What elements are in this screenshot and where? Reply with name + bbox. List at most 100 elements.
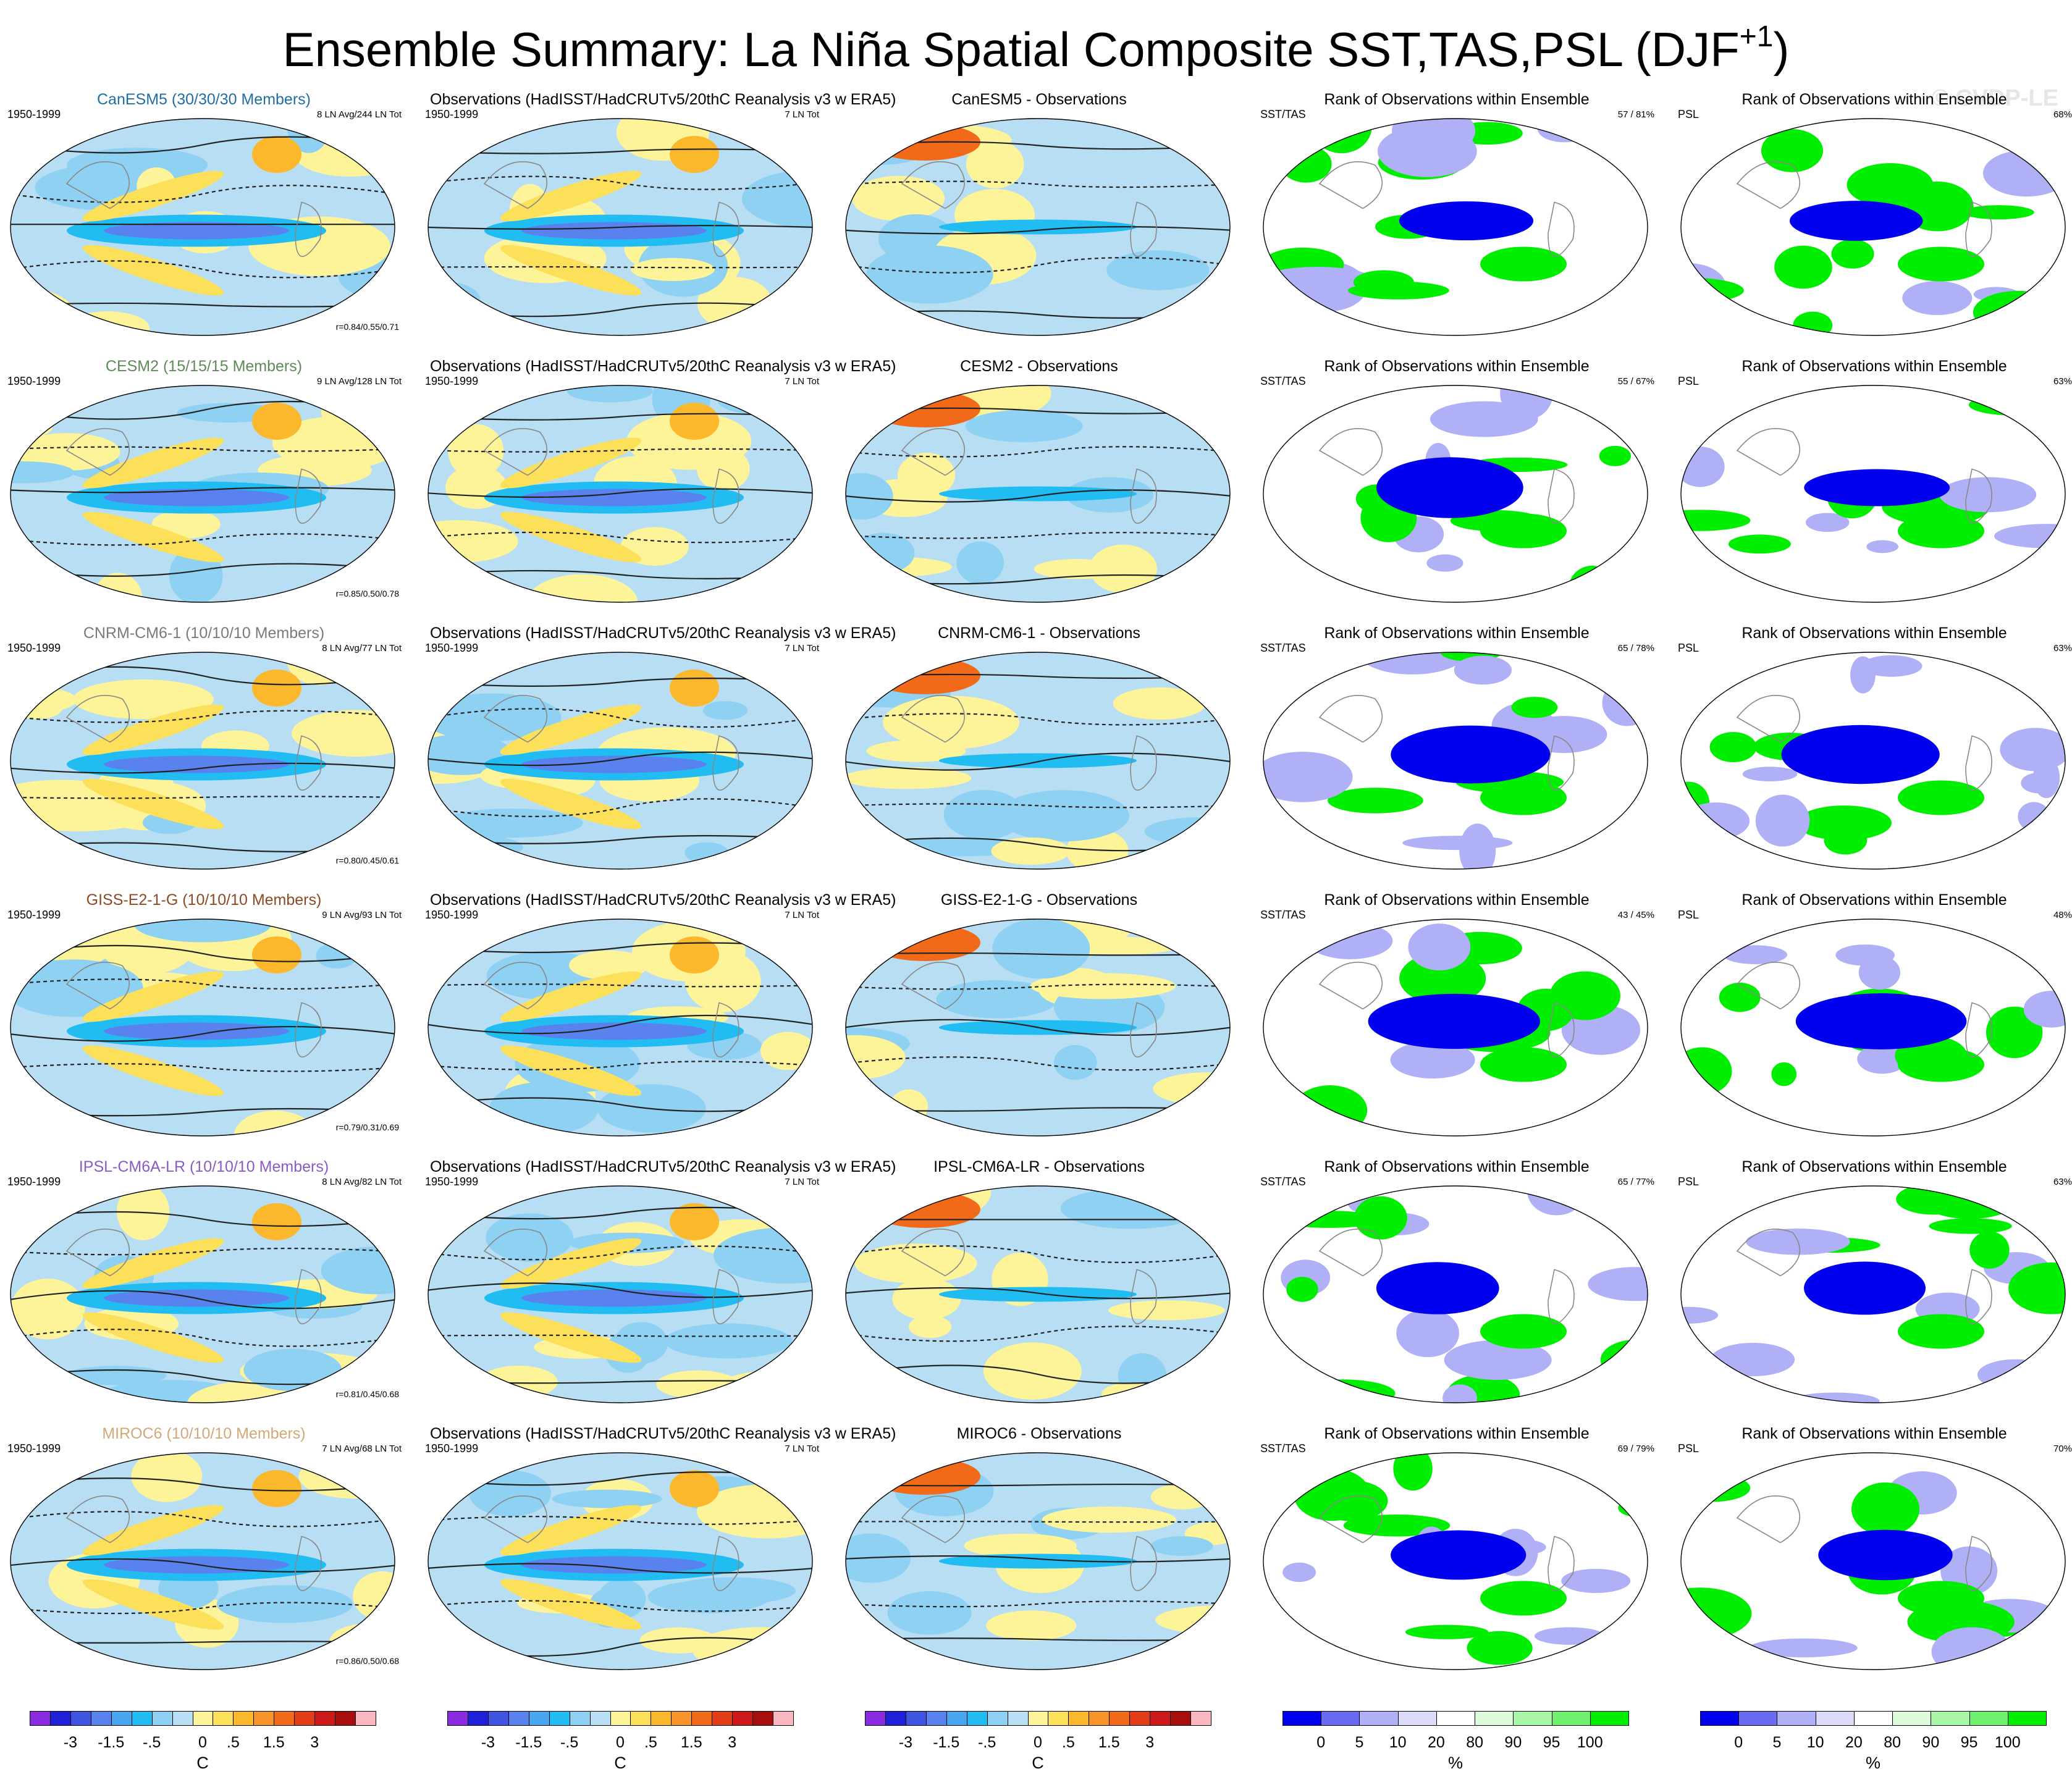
psl-contour bbox=[846, 1483, 1230, 1487]
panel-r5-c4: Rank of Observations within Ensemble PSL 7… bbox=[1670, 1406, 2072, 1673]
map-svg bbox=[1263, 1452, 1648, 1670]
panel-title: Rank of Observations within Ensemble bbox=[1741, 891, 2007, 909]
coastline bbox=[1736, 694, 1992, 791]
rank-patch bbox=[1709, 732, 1757, 762]
panel-title: IPSL-CM6A-LR (10/10/10 Members) bbox=[78, 1158, 329, 1175]
rank-patch bbox=[1986, 1006, 2043, 1059]
anomaly-patch bbox=[1034, 558, 1121, 579]
colorbar-tick-label: 95 bbox=[1543, 1734, 1560, 1751]
map-outline bbox=[1263, 1185, 1648, 1403]
anomaly-patch bbox=[1106, 250, 1210, 290]
warm-arm-north bbox=[500, 704, 642, 755]
panel-label-right: 7 LN Tot bbox=[785, 910, 819, 920]
colorbar-swatch bbox=[335, 1711, 356, 1726]
map-outline bbox=[10, 385, 395, 603]
warm-patch bbox=[252, 1470, 301, 1507]
map-field bbox=[1263, 919, 1648, 1136]
panel-label-left: 1950-1999 bbox=[425, 1175, 479, 1188]
colorbar-tick-label: 3 bbox=[310, 1734, 319, 1751]
colorbar-swatch bbox=[966, 1711, 988, 1726]
colorbar-swatch bbox=[885, 1711, 906, 1726]
colorbar-swatch bbox=[671, 1711, 693, 1726]
panel-title: Observations (HadISST/HadCRUTv5/20thC Re… bbox=[430, 91, 896, 108]
rank-patch bbox=[1681, 510, 1751, 531]
rank-patch-low bbox=[1804, 1261, 1926, 1315]
colorbar-swatch bbox=[987, 1711, 1008, 1726]
colorbar-swatch bbox=[1089, 1711, 1110, 1726]
map-svg bbox=[1263, 1185, 1648, 1403]
colorbar-swatch bbox=[589, 1711, 611, 1726]
coastline bbox=[65, 1495, 322, 1591]
colorbar-tick-label: -3 bbox=[63, 1734, 77, 1751]
map-outline bbox=[1680, 385, 2066, 603]
panel-label-left: PSL bbox=[1678, 642, 1699, 654]
panel-label-right: 7 LN Tot bbox=[785, 1177, 819, 1187]
cold-tongue-core bbox=[521, 222, 707, 240]
anomaly-patch bbox=[11, 1278, 85, 1340]
map-svg bbox=[1680, 385, 2066, 603]
map-svg bbox=[1263, 118, 1648, 336]
anomaly-patch bbox=[956, 541, 1004, 584]
colorbar-swatch bbox=[355, 1711, 376, 1726]
anomaly-patch bbox=[943, 789, 1025, 840]
anomaly-patch bbox=[986, 1610, 1077, 1641]
panel-r4-c4: Rank of Observations within Ensemble PSL 6… bbox=[1670, 1139, 2072, 1406]
colorbar-tick-label: -1.5 bbox=[933, 1734, 960, 1751]
colorbar-swatch bbox=[1815, 1711, 1855, 1726]
coastline bbox=[483, 427, 739, 524]
rank-patch bbox=[1408, 923, 1471, 971]
figure-title-close: ) bbox=[1773, 22, 1790, 77]
psl-contour bbox=[428, 983, 812, 988]
panel-label-left: 1950-1999 bbox=[7, 1175, 61, 1188]
cold-tongue-core bbox=[521, 1022, 707, 1040]
psl-contour bbox=[846, 983, 1230, 990]
panel-label-right: 63% bbox=[2053, 1177, 2072, 1187]
colorbar-swatch bbox=[946, 1711, 967, 1726]
map-svg bbox=[845, 1185, 1231, 1403]
psl-contour bbox=[428, 1563, 812, 1574]
coastline bbox=[65, 427, 322, 524]
psl-contour bbox=[846, 713, 1230, 726]
rank-patch bbox=[1328, 788, 1423, 813]
colorbar-tick-label: 0 bbox=[1734, 1734, 1743, 1751]
colorbar-swatch bbox=[773, 1711, 794, 1726]
rank-patch bbox=[1446, 1374, 1520, 1403]
psl-contour bbox=[428, 1334, 812, 1337]
psl-contour bbox=[11, 944, 395, 962]
psl-contour bbox=[428, 1282, 812, 1298]
map-svg bbox=[1680, 918, 2066, 1137]
panel-title: Rank of Observations within Ensemble bbox=[1741, 91, 2007, 108]
panel-r0-c1: Observations (HadISST/HadCRUTv5/20thC Re… bbox=[418, 72, 896, 338]
rank-patch-high bbox=[1898, 1581, 1984, 1616]
rank-patch-low bbox=[1795, 993, 1967, 1049]
psl-contour bbox=[428, 1600, 812, 1612]
colorbar-swatch bbox=[1475, 1711, 1514, 1726]
colorbar-swatch bbox=[905, 1711, 927, 1726]
panel-title: Rank of Observations within Ensemble bbox=[1741, 624, 2007, 642]
rank-patch bbox=[1774, 245, 1832, 289]
colorbar-swatch bbox=[752, 1711, 774, 1726]
map-outline bbox=[10, 1185, 395, 1403]
anomaly-patch bbox=[713, 1227, 812, 1284]
colorbar-swatch bbox=[528, 1711, 550, 1726]
rank-patch bbox=[1682, 802, 1750, 840]
psl-contour bbox=[11, 978, 395, 990]
colorbar-tick-label: 90 bbox=[1922, 1734, 1940, 1751]
rank-patch bbox=[1755, 794, 1810, 847]
rank-patch bbox=[1858, 956, 1901, 990]
panel-label-left: SST/TAS bbox=[1260, 108, 1306, 120]
coastline bbox=[1318, 427, 1575, 524]
rank-patch-high bbox=[1898, 513, 1984, 548]
anomaly-patch bbox=[428, 693, 562, 742]
map-svg bbox=[845, 118, 1231, 336]
panel-title: CESM2 (15/15/15 Members) bbox=[105, 358, 303, 375]
psl-contour bbox=[846, 1326, 1230, 1342]
panel-label-left: SST/TAS bbox=[1260, 1175, 1306, 1188]
rank-patch bbox=[1390, 1041, 1475, 1079]
rank-patch bbox=[1511, 697, 1558, 718]
map-outline bbox=[845, 118, 1231, 336]
anomaly-patch bbox=[866, 245, 993, 304]
panel-r5-c3: Rank of Observations within Ensemble SST/… bbox=[1253, 1406, 1661, 1673]
map-svg bbox=[10, 118, 395, 336]
cold-tongue-core bbox=[521, 755, 707, 773]
